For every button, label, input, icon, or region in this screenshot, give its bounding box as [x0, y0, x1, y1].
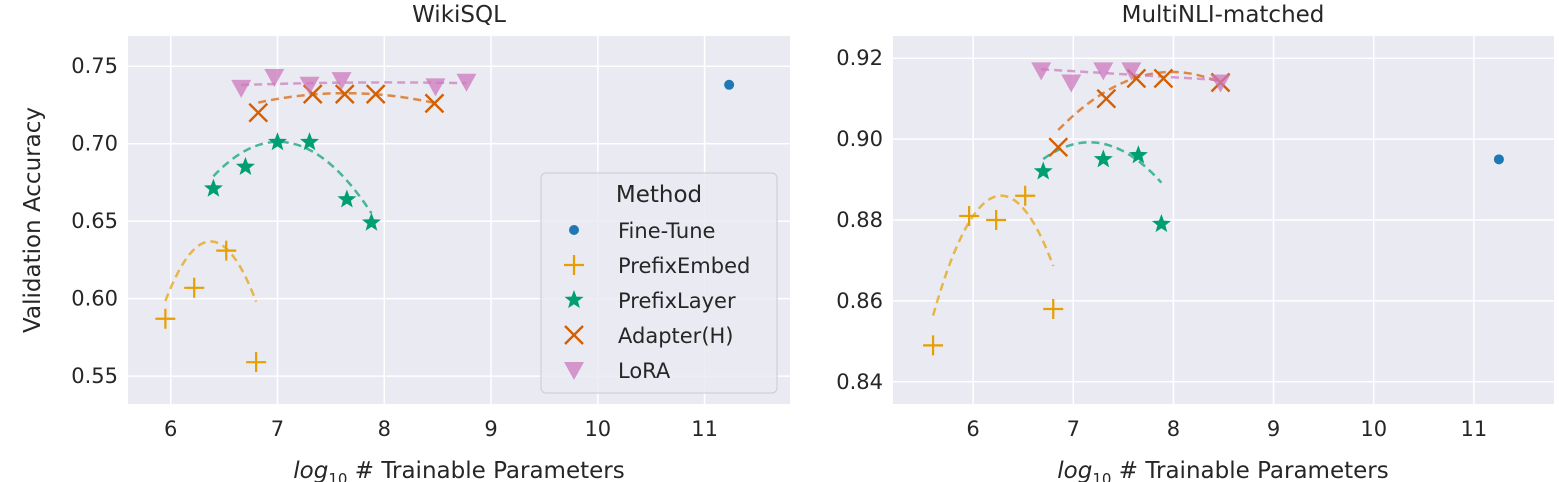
legend-label: PrefixEmbed — [618, 254, 750, 278]
marker-adapter-h- — [1096, 88, 1117, 109]
data-markers — [923, 62, 1504, 356]
legend-title: Method — [616, 182, 702, 208]
marker-adapter-h- — [1153, 68, 1174, 89]
x-tick-label: 7 — [1067, 417, 1080, 441]
legend-marker-prefixlayer — [564, 290, 584, 309]
tick-labels: 6 7 8 9 10 11 0.84 0.86 0.88 0.90 0.92 — [836, 46, 1487, 441]
x-axis-label-log: log — [293, 458, 328, 482]
marker-lora — [456, 73, 477, 92]
legend: Method Fine-Tune PrefixEmbed PrefixLayer Ad… — [540, 172, 778, 394]
y-tick-label: 0.84 — [836, 370, 883, 394]
marker-prefixlayer — [1093, 149, 1113, 168]
x-tick-label: 8 — [1167, 417, 1180, 441]
marker-prefixlayer — [203, 178, 223, 197]
y-tick-label: 0.60 — [71, 287, 118, 311]
tick-labels: 6 7 8 9 10 11 0.55 0.60 0.65 0.70 0.75 — [71, 54, 718, 441]
legend-marker-fine-tune — [569, 225, 579, 235]
fit-curve-adapter-h- — [258, 91, 435, 105]
x-tick-label: 10 — [584, 417, 611, 441]
x-tick-label: 9 — [484, 417, 497, 441]
x-tick-label: 11 — [1461, 417, 1488, 441]
marker-prefixembed — [216, 240, 237, 261]
marker-prefixembed — [986, 210, 1007, 230]
x-tick-label: 7 — [271, 417, 284, 441]
marker-prefixembed — [155, 308, 176, 329]
legend-label: Fine-Tune — [618, 219, 715, 243]
y-tick-label: 0.88 — [836, 208, 883, 232]
y-tick-label: 0.90 — [836, 127, 883, 151]
marker-prefixlayer — [1033, 161, 1053, 180]
fit-curve-lora — [1041, 67, 1221, 82]
marker-prefixlayer — [337, 189, 357, 208]
marker-prefixlayer — [235, 156, 255, 176]
y-tick-label: 0.86 — [836, 289, 883, 313]
x-tick-label: 6 — [164, 417, 177, 441]
y-tick-label: 0.75 — [71, 54, 118, 78]
x-tick-label: 6 — [966, 417, 979, 441]
marker-fine-tune — [1493, 154, 1504, 165]
chart-multinli-matched: 6 7 8 9 10 11 0.84 0.86 0.88 0.90 0.92 MultiNLI-ma… — [836, 2, 1554, 482]
marker-lora — [1061, 74, 1082, 93]
fit-curve-prefixembed — [931, 194, 1055, 316]
y-tick-label: 0.55 — [71, 364, 118, 388]
x-tick-label: 9 — [1267, 417, 1280, 441]
x-axis-label: log10 # Trainable Parameters — [293, 458, 624, 482]
legend-label: Adapter(H) — [618, 324, 734, 348]
marker-lora — [331, 72, 352, 91]
marker-prefixlayer — [1128, 145, 1148, 164]
legend-items: Fine-Tune PrefixEmbed PrefixLayer Adapter(H… — [564, 219, 750, 383]
chart-title: WikiSQL — [412, 2, 506, 28]
x-tick-label: 10 — [1360, 417, 1387, 441]
y-tick-label: 0.70 — [71, 132, 118, 156]
legend-label: LoRA — [618, 359, 671, 383]
marker-prefixlayer — [300, 132, 320, 151]
y-tick-label: 0.92 — [836, 46, 883, 70]
marker-adapter-h- — [1048, 137, 1069, 158]
legend-box — [540, 172, 778, 394]
legend-label: PrefixLayer — [618, 289, 736, 313]
marker-fine-tune — [724, 79, 735, 90]
marker-prefixembed — [923, 335, 944, 356]
fit-curve-prefixembed — [164, 240, 258, 303]
x-axis-label: log10 # Trainable Parameters — [1057, 458, 1388, 482]
x-tick-label: 8 — [378, 417, 391, 441]
gridlines — [893, 36, 1554, 404]
marker-adapter-h- — [248, 102, 269, 123]
marker-adapter-h- — [365, 84, 386, 104]
x-axis-label-rest: # Trainable Parameters — [1111, 458, 1388, 482]
x-axis-label-subscript: 10 — [328, 470, 347, 482]
y-axis-label: Validation Accuracy — [20, 107, 46, 333]
marker-adapter-h- — [334, 84, 355, 104]
marker-prefixembed — [959, 205, 980, 226]
marker-prefixlayer — [267, 132, 287, 151]
marker-lora — [264, 69, 285, 88]
marker-lora — [1121, 62, 1142, 81]
marker-prefixembed — [246, 352, 267, 373]
marker-prefixlayer — [1151, 214, 1171, 233]
chart-title: MultiNLI-matched — [1122, 2, 1325, 28]
x-axis-label-log: log — [1057, 458, 1092, 482]
marker-lora — [1210, 74, 1231, 93]
marker-lora — [425, 78, 446, 97]
legend-marker-adapter-h- — [564, 325, 584, 345]
chart-wikisql: 6 7 8 9 10 11 0.55 0.60 0.65 0.70 0.75 WikiSQL Val… — [20, 2, 790, 482]
marker-lora — [299, 76, 320, 95]
y-tick-label: 0.65 — [71, 209, 118, 233]
marker-lora — [1031, 62, 1052, 81]
legend-marker-lora — [564, 362, 584, 380]
marker-adapter-h- — [424, 93, 445, 114]
fit-curve-prefixlayer — [1042, 141, 1163, 184]
x-axis-label-subscript: 10 — [1092, 470, 1111, 482]
marker-prefixlayer — [361, 212, 381, 231]
marker-prefixembed — [184, 277, 205, 298]
x-axis-label-rest: # Trainable Parameters — [347, 458, 624, 482]
legend-marker-prefixembed — [564, 255, 584, 275]
marker-prefixembed — [1015, 185, 1036, 206]
marker-lora — [231, 79, 252, 98]
marker-lora — [1093, 62, 1114, 81]
marker-prefixembed — [1043, 298, 1064, 319]
x-tick-label: 11 — [691, 417, 718, 441]
data-markers — [155, 69, 735, 373]
